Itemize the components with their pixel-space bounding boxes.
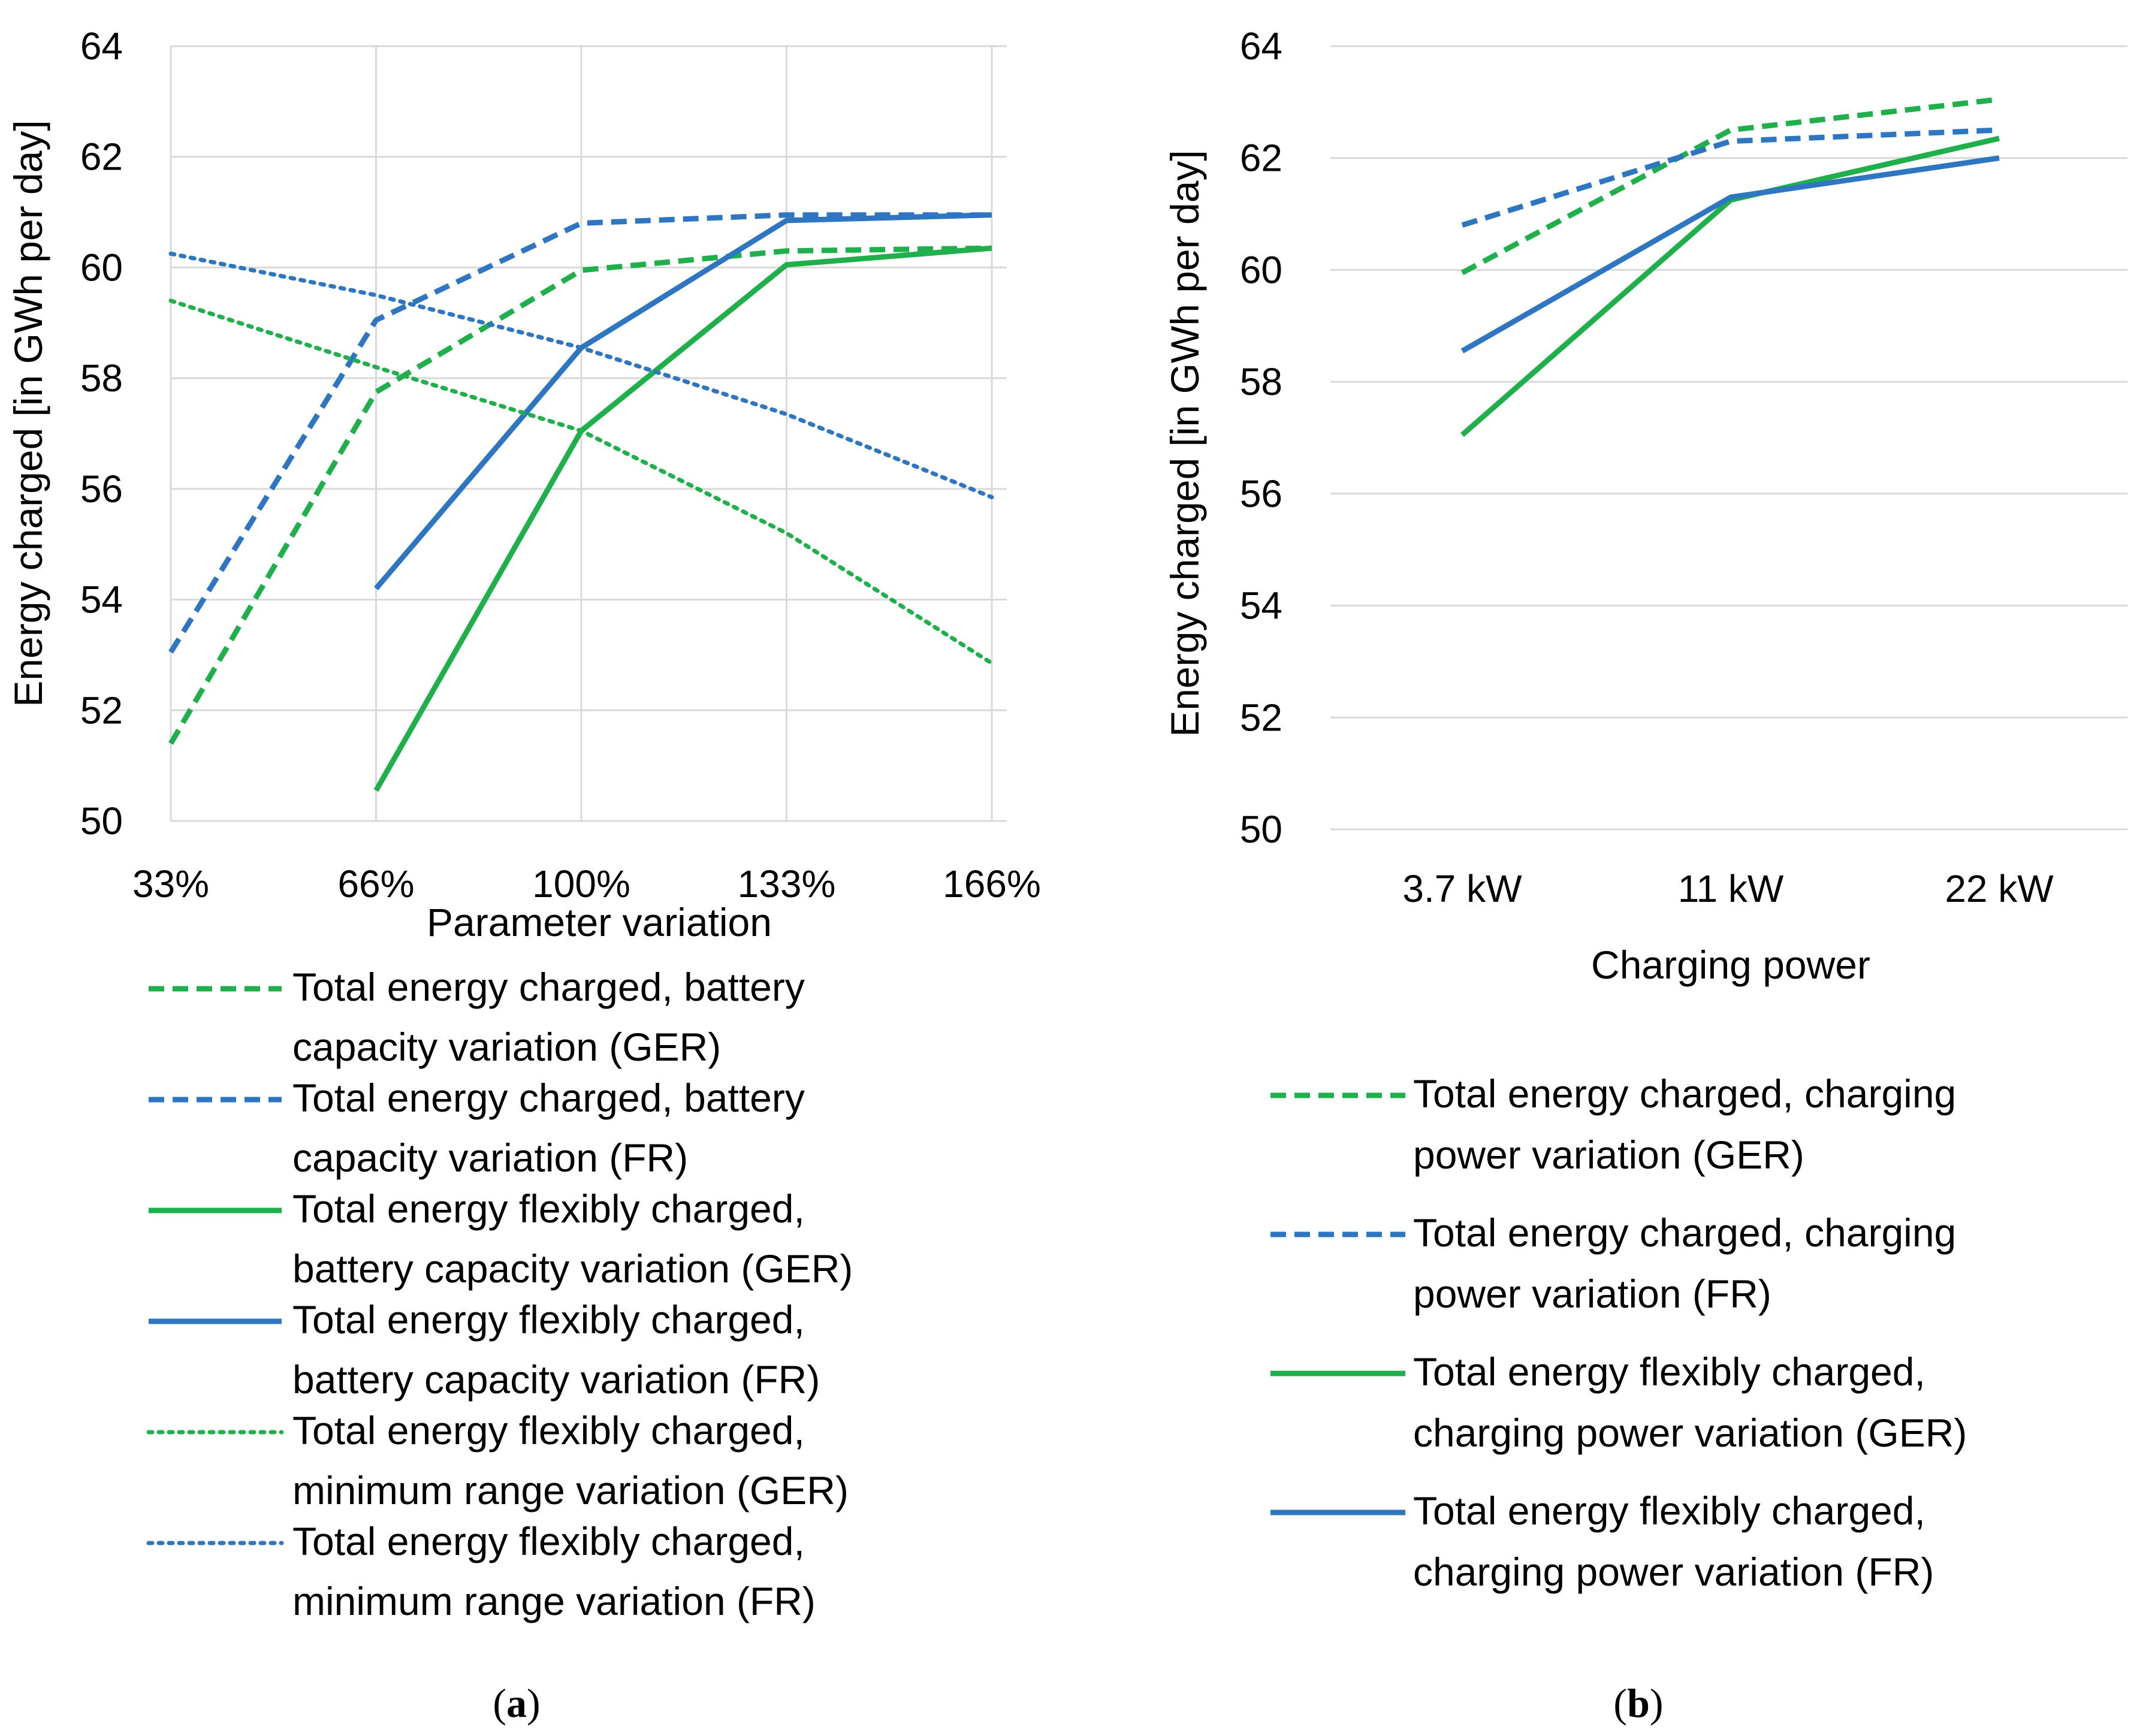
legend-label: capacity variation (FR) (292, 1136, 688, 1180)
y-tick-label: 50 (1240, 808, 1282, 851)
y-axis-title-a: Energy charged [in GWh per day] (6, 120, 50, 707)
legend-label: Total energy charged, charging (1413, 1210, 1956, 1255)
legend-b: Total energy charged, charging power vari… (1270, 1071, 1967, 1594)
y-tick-label: 54 (1240, 584, 1282, 627)
legend-label: capacity variation (GER) (292, 1025, 721, 1069)
legend-label: Total energy charged, battery (292, 965, 805, 1009)
y-tick-label: 62 (80, 135, 123, 179)
legend-label: Total energy flexibly charged, (292, 1297, 805, 1342)
x-axis-title-b: Charging power (1591, 943, 1870, 987)
y-tick-label: 64 (80, 25, 123, 68)
y-tick-label: 50 (80, 799, 123, 843)
series-line-4 (374, 212, 992, 591)
legend-label: power variation (FR) (1413, 1272, 1771, 1316)
y-tick-label: 58 (1240, 360, 1282, 403)
y-tick-label: 58 (80, 357, 123, 400)
caption-b: (b) (1613, 1680, 1663, 1726)
legend-label: minimum range variation (GER) (292, 1468, 849, 1512)
x-tick-label: 3.7 kW (1402, 867, 1522, 910)
legend-label: battery capacity variation (GER) (292, 1246, 853, 1291)
legend-label: power variation (GER) (1413, 1133, 1804, 1177)
series-line-2 (168, 212, 992, 654)
x-tick-label: 100% (532, 862, 630, 905)
x-tick-label: 33% (132, 862, 209, 905)
legend-label: Total energy flexibly charged, (1413, 1489, 1925, 1533)
x-tick-label: 11 kW (1678, 867, 1784, 910)
legend-label: Total energy flexibly charged, (292, 1519, 805, 1563)
y-tick-label: 60 (80, 246, 123, 289)
y-tick-label: 62 (1240, 137, 1282, 180)
series-line-3 (1460, 135, 2000, 437)
legend-label: battery capacity variation (FR) (292, 1357, 820, 1402)
y-tick-label: 56 (80, 467, 123, 511)
x-tick-label: 66% (337, 862, 414, 905)
series-line-1 (1460, 96, 2000, 276)
legend-label: Total energy flexibly charged, (292, 1186, 805, 1231)
legend-label: Total energy flexibly charged, (292, 1408, 805, 1453)
series-line-6 (168, 251, 994, 500)
legend-label: Total energy flexibly charged, (1413, 1349, 1925, 1394)
legend-label: charging power variation (FR) (1413, 1550, 1934, 1594)
x-axis-title-a: Parameter variation (427, 900, 772, 944)
legend-label: Total energy charged, charging (1413, 1071, 1956, 1116)
legend-label: Total energy charged, battery (292, 1076, 805, 1120)
gridlines-b (1330, 45, 2127, 831)
x-tick-label: 166% (943, 862, 1041, 905)
y-tick-label: 52 (1240, 696, 1282, 739)
series-line-5 (168, 298, 994, 666)
chart-panel-a: 50 52 54 56 58 60 62 64 33% 66% 100% 133% 166% Ener… (6, 25, 1041, 1726)
series-group-a (168, 212, 994, 792)
caption-a: (a) (493, 1680, 540, 1726)
x-tick-label: 22 kW (1945, 867, 2054, 910)
x-tick-labels-b: 3.7 kW 11 kW 22 kW (1402, 867, 2054, 910)
y-tick-labels-a: 50 52 54 56 58 60 62 64 (80, 25, 123, 843)
legend-a: Total energy charged, battery capacity va… (146, 965, 853, 1623)
y-tick-labels-b: 50 52 54 56 58 60 62 64 (1240, 25, 1282, 851)
series-line-3 (373, 245, 992, 792)
y-tick-label: 56 (1240, 472, 1282, 515)
y-tick-label: 54 (80, 578, 123, 621)
legend-label: minimum range variation (FR) (292, 1579, 816, 1623)
chart-panel-b: 50 52 54 56 58 60 62 64 3.7 kW 11 kW 22 kW Energy… (1163, 25, 2127, 1726)
x-tick-labels-a: 33% 66% 100% 133% 166% (132, 862, 1041, 905)
series-line-2 (1461, 127, 2000, 228)
y-tick-label: 64 (1240, 25, 1282, 68)
y-axis-title-b: Energy charged [in GWh per day] (1163, 150, 1207, 737)
legend-label: charging power variation (GER) (1413, 1411, 1967, 1455)
series-line-1 (168, 245, 992, 745)
series-line-4 (1460, 155, 2000, 354)
y-tick-label: 60 (1240, 248, 1282, 291)
series-group-b (1460, 96, 2000, 437)
x-tick-label: 133% (738, 862, 836, 905)
y-tick-label: 52 (80, 689, 123, 732)
